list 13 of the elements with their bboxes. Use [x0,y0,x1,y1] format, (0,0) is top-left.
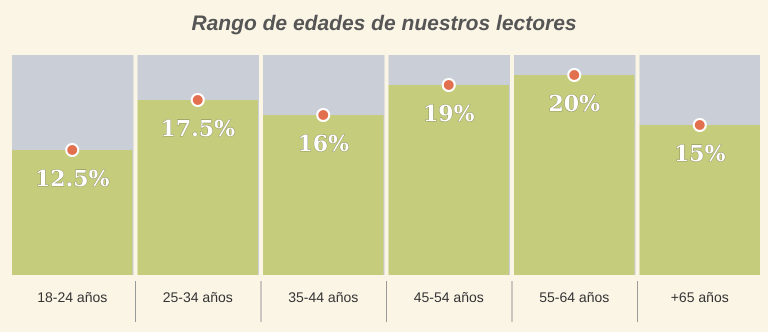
x-tick-label: 45-54 años [414,288,484,305]
x-tick-label: 55-64 años [539,288,610,305]
x-tick-label: 18-24 años [37,288,108,305]
chart-title: Rango de edades de nuestros lectores [191,12,577,35]
data-label: 16% [297,131,350,157]
x-tick-label: 25-34 años [162,288,233,305]
data-label: 12.5% [34,166,110,192]
data-label: 15% [674,141,726,167]
x-tick-label: +65 años [670,288,729,305]
data-label: 20% [548,91,600,117]
x-tick-label: 35-44 años [288,288,358,305]
data-label: 17.5% [160,116,236,142]
data-label: 19% [422,101,475,127]
